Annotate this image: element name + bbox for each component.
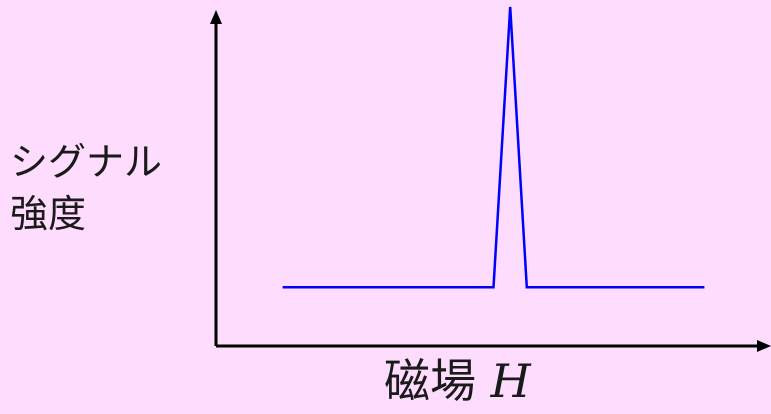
x-axis-label-text: 磁場: [384, 354, 476, 408]
y-axis-label: シグナル 強度: [10, 136, 162, 240]
x-axis-arrowhead: [757, 340, 771, 352]
y-axis-arrowhead: [210, 10, 222, 24]
x-axis-label-variable: H: [490, 354, 531, 408]
series-layer: [282, 6, 705, 289]
y-axis-label-line-2: 強度: [10, 192, 87, 236]
x-axis-label: 磁場 H: [384, 352, 531, 410]
series-line-0: [282, 6, 705, 289]
y-axis-label-line-1: シグナル: [10, 140, 163, 184]
